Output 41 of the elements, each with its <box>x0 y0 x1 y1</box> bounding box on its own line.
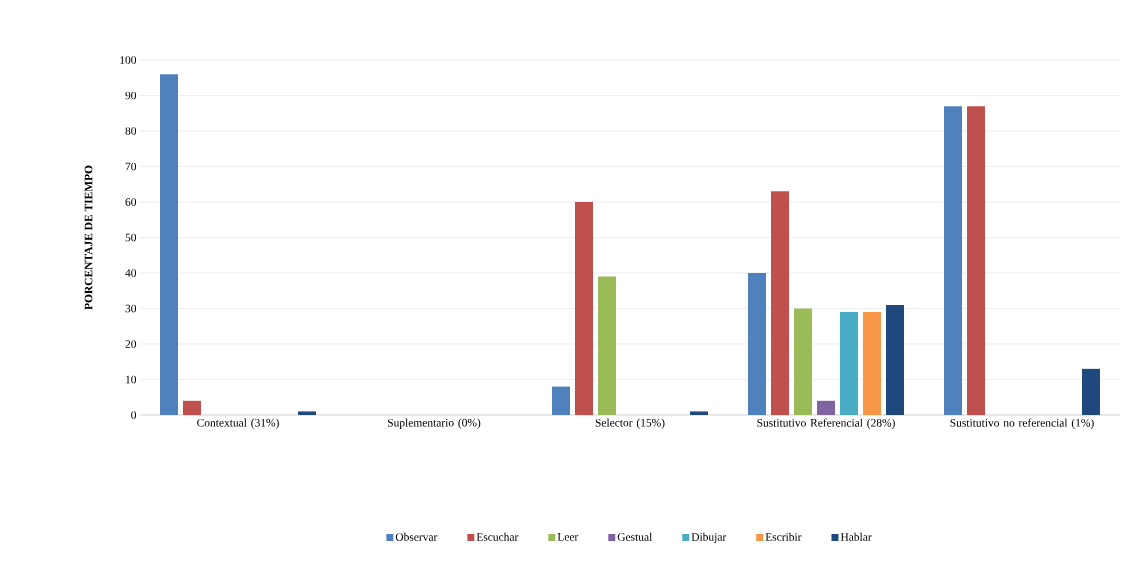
y-tick-label: 100 <box>120 56 137 64</box>
bar <box>794 308 813 415</box>
bar <box>886 304 905 415</box>
y-tick-label: 20 <box>125 340 137 348</box>
bar <box>748 273 767 415</box>
legend-label: Escuchar <box>476 532 519 541</box>
x-tick-label: Contextual (31%) <box>197 418 279 429</box>
bar <box>598 276 617 415</box>
bar <box>1082 368 1101 415</box>
bar <box>840 312 859 415</box>
y-axis-title: PORCENTAJE DE TIEMPO <box>84 165 93 310</box>
legend-label: Escribir <box>765 532 802 541</box>
y-tick-label: 60 <box>125 198 137 206</box>
bar <box>771 191 790 415</box>
bar <box>690 411 709 415</box>
y-tick-label: 90 <box>125 91 137 100</box>
x-tick-label: Sustitutivo Referencial (28%) <box>757 418 895 430</box>
bar <box>944 106 963 415</box>
x-tick-label: Selector (15%) <box>595 418 665 429</box>
bar <box>575 202 594 415</box>
bar <box>183 400 201 415</box>
bar <box>817 400 836 415</box>
legend-label: Observar <box>395 532 438 541</box>
legend-label: Leer <box>557 533 579 541</box>
x-tick-label: Suplementario (0%) <box>388 418 481 429</box>
y-tick-label: 80 <box>125 127 137 135</box>
bar <box>552 386 570 415</box>
bar <box>863 312 882 415</box>
legend-label: Dibujar <box>691 532 727 544</box>
bar <box>967 106 986 415</box>
y-tick-label: 50 <box>125 233 137 242</box>
y-tick-label: 10 <box>126 375 137 384</box>
y-tick-label: 40 <box>125 269 137 277</box>
y-tick-label: 30 <box>125 304 137 313</box>
bar <box>160 74 178 415</box>
bar <box>298 411 316 415</box>
legend-label: Gestual <box>617 532 653 541</box>
y-tick-label: 70 <box>125 162 137 171</box>
legend-label: Hablar <box>840 532 872 541</box>
y-tick-label: 0 <box>131 411 137 419</box>
x-tick-label: Sustitutivo no referencial (1%) <box>950 418 1094 430</box>
